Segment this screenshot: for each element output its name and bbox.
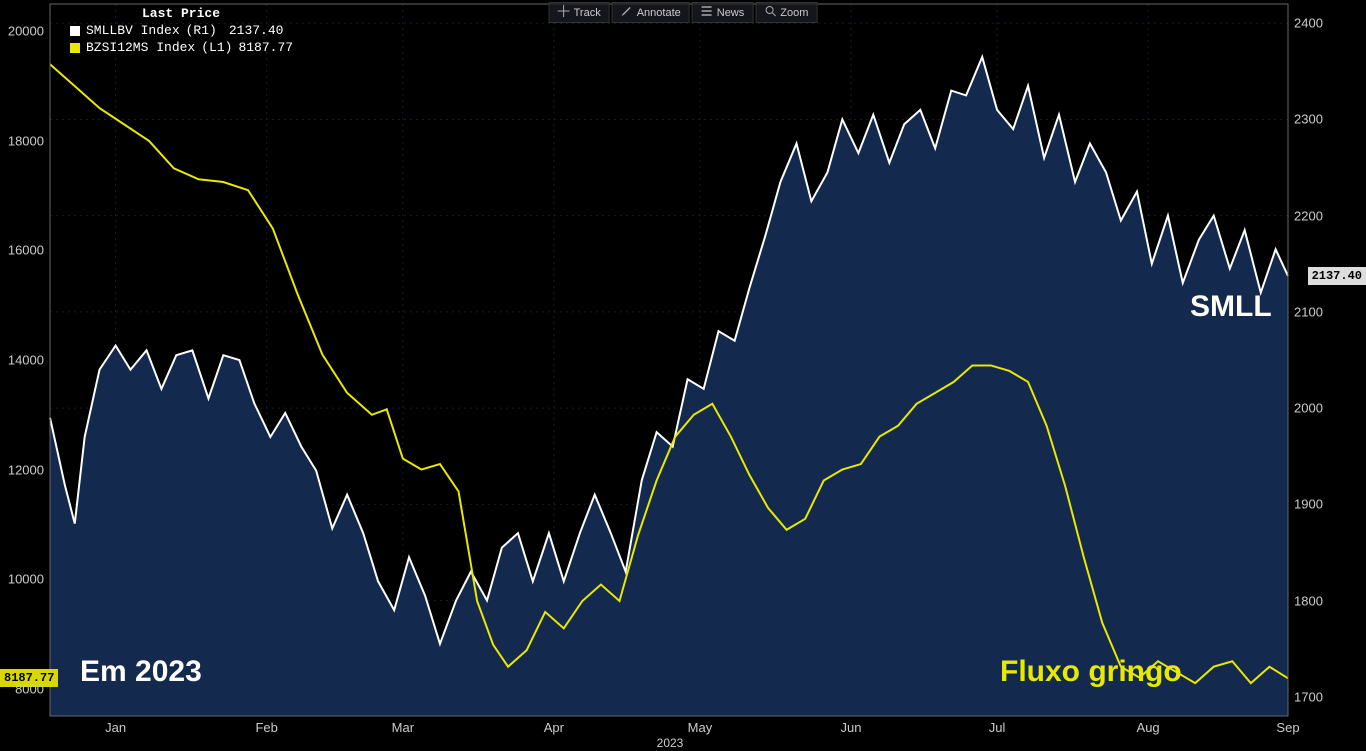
x-tick: Jul xyxy=(989,720,1006,735)
annotation-fluxo: Fluxo gringo xyxy=(1000,655,1182,689)
y-right-tick: 2400 xyxy=(1294,16,1323,31)
legend-item-smll: SMLLBV Index (R1) 2137.40 xyxy=(70,23,293,38)
legend-label-bzsi: BZSI12MS Index xyxy=(86,40,195,55)
x-tick: May xyxy=(688,720,713,735)
x-tick: Aug xyxy=(1137,720,1160,735)
zoom-label: Zoom xyxy=(780,7,808,19)
annotate-button[interactable]: Annotate xyxy=(612,2,690,23)
y-right-tick: 1900 xyxy=(1294,497,1323,512)
zoom-icon xyxy=(764,5,776,20)
y-left-tick: 20000 xyxy=(8,24,44,39)
crosshair-icon xyxy=(558,5,570,20)
pencil-icon xyxy=(621,5,633,20)
legend-label-smll: SMLLBV Index xyxy=(86,23,180,38)
list-icon xyxy=(701,5,713,20)
y-left-tick: 14000 xyxy=(8,353,44,368)
legend-item-bzsi: BZSI12MS Index (L1) 8187.77 xyxy=(70,40,293,55)
annotate-label: Annotate xyxy=(637,7,681,19)
y-right-tick: 2200 xyxy=(1294,208,1323,223)
legend-value-bzsi: 8187.77 xyxy=(238,40,293,55)
chart-legend: Last Price SMLLBV Index (R1) 2137.40 BZS… xyxy=(70,6,293,55)
x-tick: Sep xyxy=(1276,720,1299,735)
y-right-tick: 1800 xyxy=(1294,593,1323,608)
legend-swatch-bzsi xyxy=(70,43,80,53)
x-axis-year: 2023 xyxy=(657,736,684,750)
y-left-tick: 8000 xyxy=(15,681,44,696)
legend-value-smll: 2137.40 xyxy=(229,23,284,38)
chart-toolbar: Track Annotate News Zoom xyxy=(549,2,818,23)
legend-title: Last Price xyxy=(142,6,293,21)
y-right-tick: 2100 xyxy=(1294,304,1323,319)
y-left-tick: 10000 xyxy=(8,572,44,587)
annotation-smll: SMLL xyxy=(1190,290,1272,324)
news-button[interactable]: News xyxy=(692,2,754,23)
y-right-price-badge: 2137.40 xyxy=(1308,267,1366,285)
x-tick: Feb xyxy=(255,720,277,735)
x-tick: Mar xyxy=(392,720,414,735)
legend-axis-bzsi: (L1) xyxy=(201,40,232,55)
annotation-em2023: Em 2023 xyxy=(80,655,202,689)
y-left-tick: 16000 xyxy=(8,243,44,258)
x-tick: Apr xyxy=(544,720,564,735)
chart-plot[interactable] xyxy=(0,0,1366,751)
y-left-tick: 18000 xyxy=(8,133,44,148)
y-left-tick: 12000 xyxy=(8,462,44,477)
x-tick: Jan xyxy=(105,720,126,735)
track-label: Track xyxy=(574,7,601,19)
track-button[interactable]: Track xyxy=(549,2,610,23)
y-right-tick: 2300 xyxy=(1294,112,1323,127)
x-tick: Jun xyxy=(841,720,862,735)
legend-swatch-smll xyxy=(70,26,80,36)
y-right-tick: 1700 xyxy=(1294,689,1323,704)
news-label: News xyxy=(717,7,745,19)
zoom-button[interactable]: Zoom xyxy=(755,2,817,23)
legend-axis-smll: (R1) xyxy=(186,23,217,38)
y-right-tick: 2000 xyxy=(1294,401,1323,416)
